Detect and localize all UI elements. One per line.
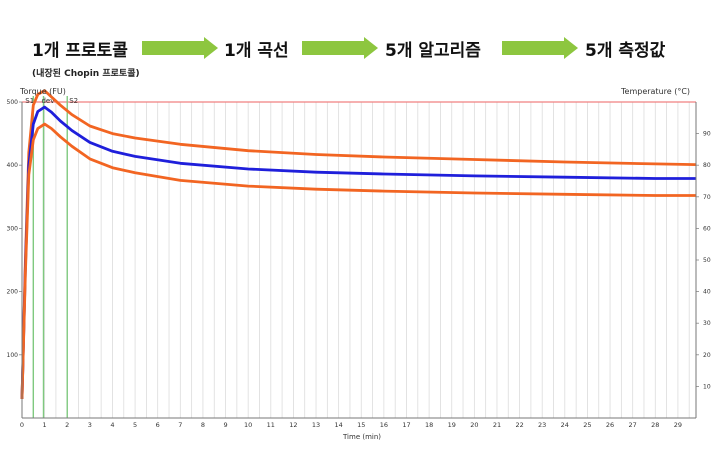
x-tick-label: 11 (267, 421, 275, 429)
series-line-3 (20, 122, 696, 400)
x-tick-label: 6 (156, 421, 160, 429)
y2-axis-label: Temperature (°C) (620, 87, 690, 96)
series-line-2 (20, 105, 696, 400)
x-tick-label: 21 (493, 421, 501, 429)
x-tick-label: 9 (223, 421, 227, 429)
x-tick-label: 12 (289, 421, 297, 429)
workflow-banner: 1개 프로토콜 1개 곡선 5개 알고리즘 5개 측정값 (내장된 Chopin… (0, 0, 726, 90)
x-tick-label: 3 (88, 421, 92, 429)
protocol-subtitle: (내장된 Chopin 프로토콜) (32, 69, 140, 79)
x-tick-label: 26 (606, 421, 614, 429)
y2-tick-label: 70 (703, 194, 711, 201)
x-tick-label: 19 (448, 421, 456, 429)
y2-tick-label: 10 (703, 383, 711, 390)
step-measurements: 5개 측정값 (585, 41, 666, 61)
y-axis-label: Torque (FU) (19, 87, 66, 96)
series-line-1 (20, 89, 697, 400)
step-curve: 1개 곡선 (224, 41, 289, 61)
x-tick-label: 1 (43, 421, 47, 429)
y2-tick-label: 20 (703, 352, 711, 359)
x-tick-label: 28 (651, 421, 659, 429)
y2-tick-label: 90 (703, 131, 711, 138)
arrow-right-icon (502, 37, 578, 59)
x-tick-label: 8 (201, 421, 205, 429)
x-tick-label: 10 (244, 421, 252, 429)
x-tick-label: 27 (629, 421, 637, 429)
x-tick-label: 17 (402, 421, 410, 429)
x-tick-label: 22 (515, 421, 523, 429)
x-tick-label: 29 (674, 421, 682, 429)
y2-tick-label: 40 (703, 289, 711, 296)
x-tick-label: 20 (470, 421, 478, 429)
arrow-right-icon (142, 37, 218, 59)
x-tick-label: 2 (65, 421, 69, 429)
y-tick-label: 400 (7, 162, 19, 169)
y2-tick-label: 60 (703, 225, 711, 232)
x-axis-label: Time (min) (342, 433, 381, 441)
y-tick-label: 500 (7, 99, 19, 106)
x-tick-label: 14 (335, 421, 343, 429)
x-tick-label: 23 (538, 421, 546, 429)
x-tick-label: 5 (133, 421, 137, 429)
x-tick-label: 24 (561, 421, 569, 429)
y-tick-label: 100 (7, 352, 19, 359)
y2-tick-label: 80 (703, 162, 711, 169)
x-tick-label: 25 (583, 421, 591, 429)
axes-layer: 0 1 2 3 4 5 6 7 8 9 10 11 12 13 14 15 16 17 18 19 20 21 22 23 24… (7, 99, 711, 429)
y2-tick-label: 30 (703, 320, 711, 327)
marker-label-dev: dev (41, 97, 54, 105)
step-algorithms: 5개 알고리즘 (385, 41, 481, 61)
torque-chart: S1 dev S2 0 1 2 3 4 5 6 7 8 9 10 11 12 13 14 15 16 17 18 19 20… (7, 87, 711, 441)
step-protocol: 1개 프로토콜 (32, 41, 128, 61)
x-tick-label: 13 (312, 421, 320, 429)
x-tick-label: 0 (20, 421, 24, 429)
chart-grid (32, 102, 690, 418)
y-tick-label: 300 (7, 225, 19, 232)
y2-tick-label: 50 (703, 257, 711, 264)
x-tick-label: 7 (178, 421, 182, 429)
y-tick-label: 200 (7, 289, 19, 296)
marker-label-s1: S1 (25, 97, 34, 105)
series-layer (20, 89, 697, 400)
arrow-right-icon (302, 37, 378, 59)
x-tick-label: 18 (425, 421, 433, 429)
x-tick-label: 15 (357, 421, 365, 429)
x-tick-label: 16 (380, 421, 388, 429)
x-tick-label: 4 (110, 421, 114, 429)
marker-label-s2: S2 (69, 97, 78, 105)
